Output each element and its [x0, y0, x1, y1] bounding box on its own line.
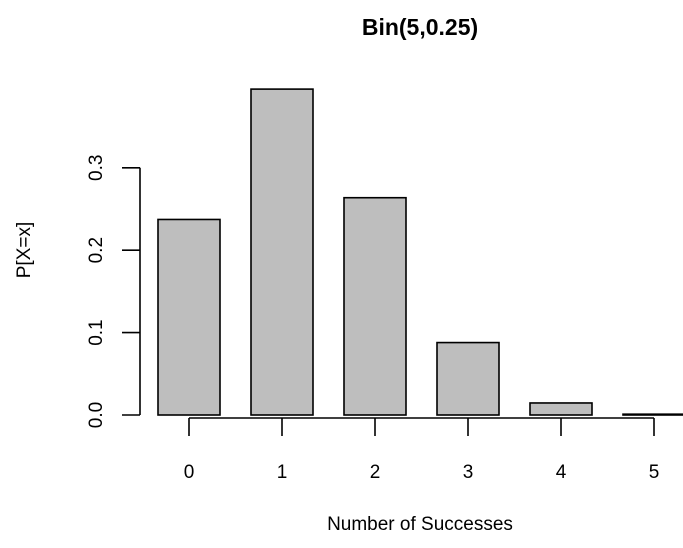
x-tick-label-0: 0 [184, 462, 195, 483]
x-axis: 0 1 2 3 4 5 [184, 417, 660, 483]
y-tick-label-0.2: 0.2 [86, 237, 107, 263]
bar-1 [250, 88, 314, 416]
chart-title: Bin(5,0.25) [362, 14, 478, 40]
y-tick-label-0.0: 0.0 [86, 402, 107, 428]
y-tick-label-0.1: 0.1 [86, 319, 107, 345]
x-tick-label-3: 3 [463, 462, 474, 483]
x-axis-label: Number of Successes [327, 514, 513, 535]
bars-group [157, 88, 683, 416]
x-tick-label-2: 2 [370, 462, 381, 483]
y-axis: 0.0 0.1 0.2 0.3 [86, 155, 141, 428]
x-tick-label-5: 5 [649, 462, 660, 483]
bar-4 [529, 402, 593, 416]
bar-5 [622, 413, 683, 416]
bar-3 [436, 341, 500, 416]
x-tick-label-4: 4 [556, 462, 567, 483]
bar-2 [343, 196, 407, 416]
x-tick-label-1: 1 [277, 462, 288, 483]
y-axis-label: P[X=x] [14, 222, 35, 279]
y-tick-label-0.3: 0.3 [86, 155, 107, 181]
bar-0 [157, 218, 221, 416]
